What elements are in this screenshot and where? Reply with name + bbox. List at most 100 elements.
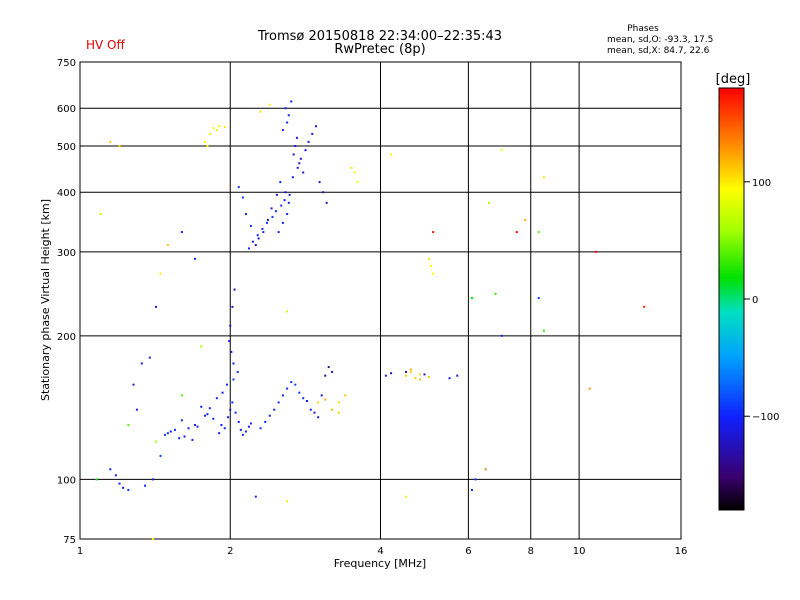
data-point	[155, 440, 158, 443]
data-point	[249, 422, 252, 425]
y-tick-label: 75	[63, 535, 76, 546]
data-point	[273, 408, 276, 411]
data-point	[306, 400, 309, 403]
data-point	[166, 244, 169, 247]
data-point	[155, 305, 158, 308]
data-point	[284, 191, 287, 194]
data-point	[337, 401, 340, 404]
data-point	[118, 482, 121, 485]
x-tick-label: 6	[465, 546, 471, 557]
data-point	[206, 413, 209, 416]
data-point	[229, 324, 232, 327]
data-point	[225, 383, 228, 386]
data-point	[643, 305, 646, 308]
data-point	[322, 191, 325, 194]
data-point	[241, 196, 244, 199]
data-point	[266, 218, 269, 221]
data-point	[288, 193, 291, 196]
data-point	[268, 103, 271, 106]
data-point	[337, 411, 340, 414]
colorbar-tick-label: −100	[752, 412, 779, 423]
data-point	[294, 383, 297, 386]
data-point	[515, 231, 518, 234]
data-point	[203, 140, 206, 143]
data-point	[405, 495, 408, 498]
data-point	[237, 420, 240, 423]
x-tick-label: 4	[377, 546, 383, 557]
data-point	[254, 495, 257, 498]
data-point	[331, 408, 334, 411]
data-point	[390, 153, 393, 156]
data-point	[356, 181, 359, 184]
data-point	[259, 427, 262, 430]
data-point	[271, 215, 274, 218]
data-point	[353, 171, 356, 174]
data-point	[296, 166, 299, 169]
data-point	[109, 140, 112, 143]
colorbar-label: [deg]	[716, 72, 751, 87]
data-point	[208, 132, 211, 135]
data-point	[114, 474, 117, 477]
data-point	[203, 414, 206, 417]
data-point	[317, 416, 320, 419]
data-point	[280, 204, 283, 207]
chart-subtitle: RwPretec (8p)	[334, 42, 425, 57]
data-point	[212, 417, 215, 420]
data-point	[290, 100, 293, 103]
data-point	[277, 231, 280, 234]
data-point	[299, 157, 302, 160]
data-point	[286, 310, 289, 313]
data-point	[494, 292, 497, 295]
data-point	[500, 149, 503, 152]
x-tick-label: 1	[77, 546, 83, 557]
data-point	[298, 162, 301, 165]
phases-x-stats: mean, sd,X: 84.7, 22.6	[607, 46, 710, 56]
colorbar	[718, 87, 745, 511]
data-point	[279, 181, 282, 184]
data-point	[244, 213, 247, 216]
data-point	[284, 107, 287, 110]
data-point	[295, 136, 298, 139]
data-point	[320, 394, 323, 397]
data-point	[423, 373, 426, 376]
data-point	[281, 394, 284, 397]
data-point	[118, 144, 121, 147]
data-points	[95, 100, 646, 540]
data-point	[307, 140, 310, 143]
data-point	[302, 397, 305, 400]
data-point	[144, 484, 147, 487]
data-point	[427, 375, 430, 378]
y-tick-label: 200	[57, 332, 76, 343]
data-point	[294, 144, 297, 147]
y-tick-label: 400	[57, 188, 76, 199]
data-point	[109, 468, 112, 471]
x-axis-label: Frequency [MHz]	[334, 557, 426, 570]
data-point	[266, 221, 269, 224]
data-point	[251, 240, 254, 243]
data-point	[292, 153, 295, 156]
data-point	[257, 237, 260, 240]
data-point	[261, 227, 264, 230]
y-tick-label: 100	[57, 475, 76, 486]
data-point	[122, 486, 125, 489]
data-point	[409, 370, 412, 373]
data-point	[229, 408, 232, 411]
data-point	[409, 368, 412, 371]
data-point	[212, 127, 215, 130]
data-point	[215, 397, 218, 400]
data-point	[262, 231, 265, 234]
data-point	[283, 199, 286, 202]
data-point	[223, 126, 226, 129]
data-point	[232, 378, 235, 381]
data-point	[588, 387, 591, 390]
data-point	[470, 297, 473, 300]
data-point	[327, 366, 330, 369]
data-point	[180, 419, 183, 422]
data-point	[281, 129, 284, 132]
data-point	[286, 500, 289, 503]
data-point	[191, 438, 194, 441]
data-point	[302, 171, 305, 174]
data-point	[594, 250, 597, 253]
data-point	[227, 416, 230, 419]
